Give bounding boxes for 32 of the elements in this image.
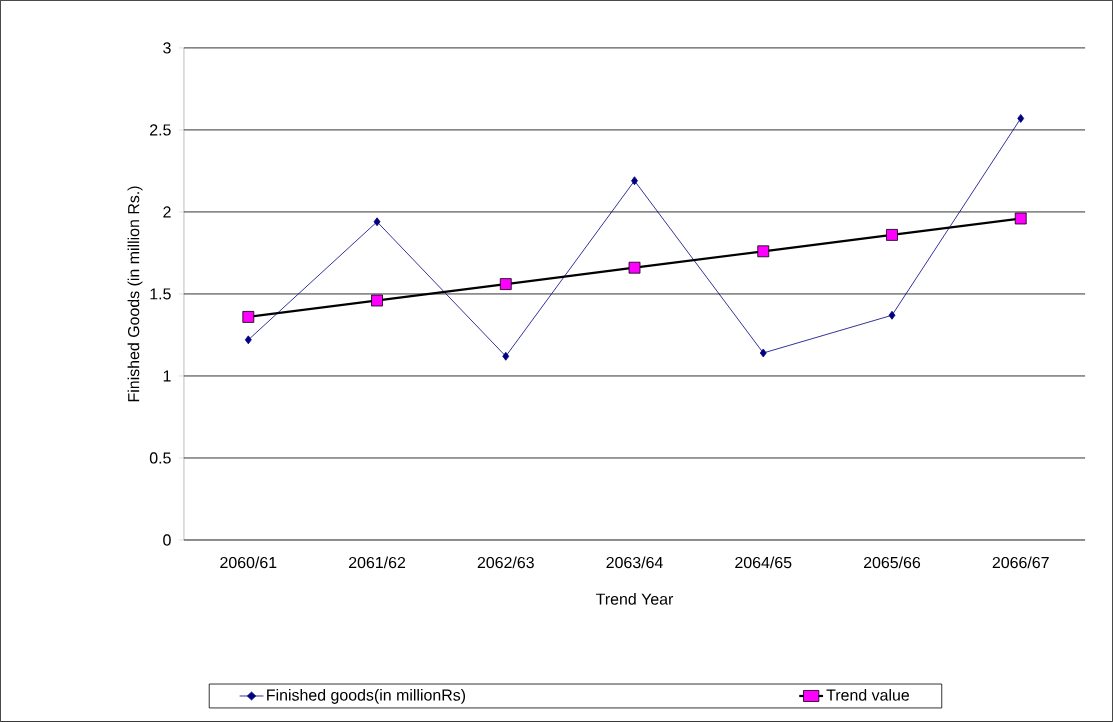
legend-label: Trend value [826,689,910,701]
point [1014,212,1027,225]
point [371,294,383,307]
point [499,278,512,291]
x-tick-label: 2061/62 [349,556,406,569]
x-tick-label: 2063/64 [606,556,663,569]
legend-label: Finished goods(in millionRs) [267,689,466,704]
x-tick-label: 2065/66 [863,556,921,569]
point [631,176,638,186]
y-tick-label: 1 [163,370,171,382]
point [373,217,381,227]
point [759,348,767,358]
y-tick-label: 0 [163,534,171,546]
point [888,310,896,320]
point [886,229,898,241]
point [502,351,510,361]
y-tick-label: 2 [163,206,171,218]
point [757,245,770,258]
y-tick-label: 0.5 [149,452,171,464]
x-tick-label: 2060/61 [220,556,277,569]
x-tick-label: 2064/65 [735,556,792,569]
y-tick-label: 3 [163,42,171,54]
y-tick-label: 2.5 [150,124,171,136]
point [244,335,252,345]
y-tick-label: 1.5 [150,288,171,300]
point [628,261,641,274]
point [1017,114,1025,123]
x-tick-label: 2062/63 [477,556,534,569]
x-axis-title: Trend Year [596,593,674,605]
y-axis-title: Finished Goods (in million Rs.) [127,186,143,402]
point [242,311,255,323]
x-tick-label: 2066/67 [992,556,1049,569]
